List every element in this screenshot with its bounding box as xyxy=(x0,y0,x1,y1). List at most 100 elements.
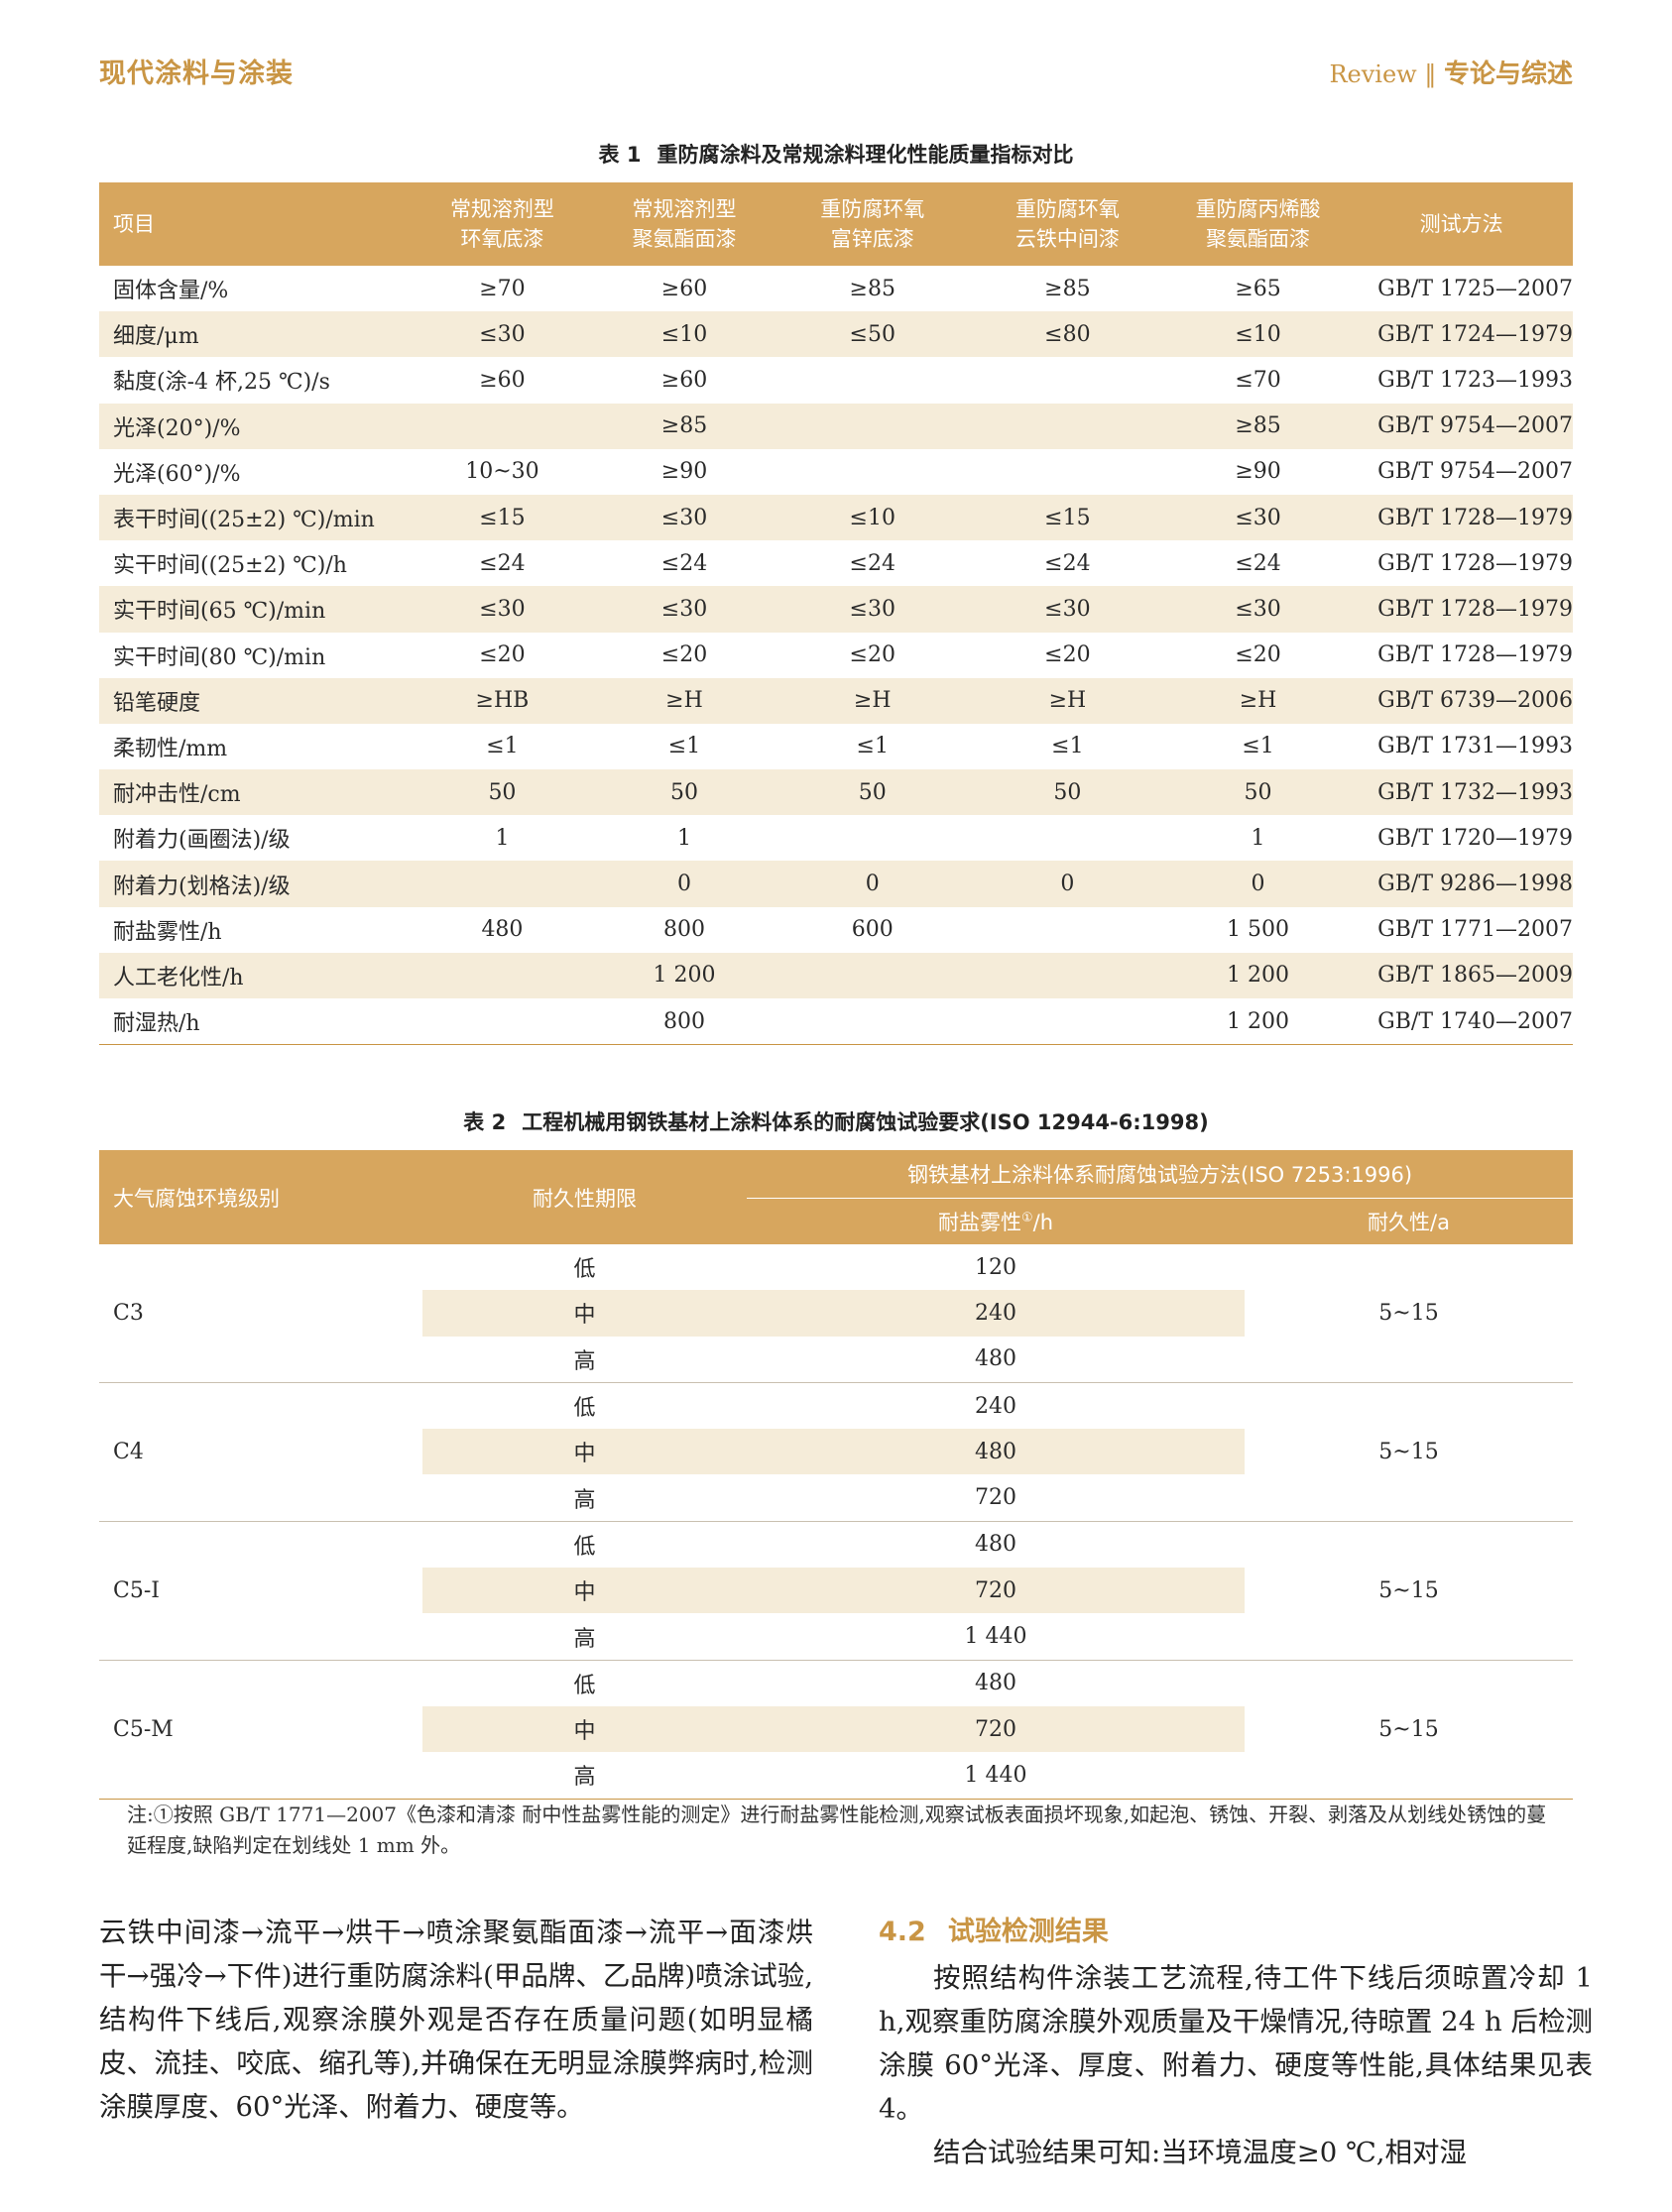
table-cell: ≥65 xyxy=(1235,276,1281,301)
table-cell xyxy=(412,952,593,998)
table-row: 铅笔硬度 ≥HB ≥H ≥H ≥H ≥H GB/T 6739—2006 xyxy=(99,677,1573,724)
table-row: 附着力(画圈法)/级 1 1 1 GB/T 1720—1979 xyxy=(99,815,1573,861)
table-cell: 柔韧性/mm xyxy=(113,736,228,761)
table-cell: ≤20 xyxy=(479,642,526,668)
table-cell: GB/T 1728—1979 xyxy=(1377,642,1573,668)
table-cell xyxy=(969,357,1166,403)
table-cell: GB/T 1728—1979 xyxy=(1377,550,1573,576)
table-cell: 1 xyxy=(495,825,510,851)
table1-caption: 表 1 重防腐涂料及常规涂料理化性能质量指标对比 xyxy=(99,139,1573,169)
table-cell: GB/T 1771—2007 xyxy=(1377,917,1573,943)
table-cell xyxy=(969,815,1166,861)
table2-header-env: 大气腐蚀环境级别 xyxy=(99,1150,422,1244)
grade-cell: C5-I xyxy=(99,1520,422,1661)
years-cell: 5~15 xyxy=(1245,1520,1573,1661)
table-cell: 50 xyxy=(968,769,1166,816)
table2-header-row: 大气腐蚀环境级别 耐久性期限 钢铁基材上涂料体系耐腐蚀试验方法(ISO 7253… xyxy=(99,1150,1573,1244)
table2-subheader-row: 耐盐雾性①/h 耐久性/a xyxy=(99,1198,1573,1244)
table-cell: 附着力(画圈法)/级 xyxy=(113,828,291,854)
table-cell: 800 xyxy=(662,917,705,943)
durability-cell: 高 xyxy=(573,1765,596,1791)
table-row: 黏度(涂-4 杯,25 ℃)/s ≥60 ≥60 ≤70 GB/T 1723—1993 xyxy=(99,357,1573,403)
table-row: 人工老化性/h 1 200 1 200 GB/T 1865—2009 xyxy=(99,952,1573,998)
table-row: 中 720 xyxy=(99,1705,1573,1753)
table1-header-cell: 常规溶剂型 环氧底漆 xyxy=(412,182,593,266)
table2-note: 注:①按照 GB/T 1771—2007《色漆和清漆 耐中性盐雾性能的测定》进行… xyxy=(127,1803,1547,1857)
table-cell: ≤80 xyxy=(968,311,1166,358)
table-cell: 1 200 xyxy=(592,952,776,998)
durability-cell: 低 xyxy=(422,1381,747,1430)
table-cell: GB/T 1731—1993 xyxy=(1377,734,1573,759)
table-cell: ≥60 xyxy=(660,276,708,301)
years-cell: 5~15 xyxy=(1378,1300,1439,1326)
table-row: 高 720 xyxy=(99,1474,1573,1521)
table-cell: 固体含量/% xyxy=(113,279,229,304)
table-cell xyxy=(968,403,1166,449)
table-row: 高 480 xyxy=(99,1337,1573,1383)
table-cell: ≥85 xyxy=(849,276,896,301)
table-cell: 0 xyxy=(1165,861,1351,907)
table-cell: ≤30 xyxy=(1165,494,1351,541)
table2-header-durability: 耐久性期限 xyxy=(422,1150,747,1244)
body-left-column: 云铁中间漆→流平→烘干→喷涂聚氨酯面漆→流平→面漆烘干→强冷→下件)进行重防腐涂… xyxy=(99,1911,813,2129)
table-cell: ≥H xyxy=(776,677,969,724)
table-row: 中 720 xyxy=(99,1568,1573,1614)
durability-cell: 中 xyxy=(422,1290,747,1337)
table-cell: ≤10 xyxy=(1165,311,1351,358)
table-cell xyxy=(776,357,969,403)
table-row: 光泽(20°)/% ≥85 ≥85 GB/T 9754—2007 xyxy=(99,403,1573,449)
table-cell xyxy=(776,815,969,861)
table-row: 附着力(划格法)/级 0 0 0 0 GB/T 9286—1998 xyxy=(99,861,1573,907)
table-cell: ≤15 xyxy=(412,494,593,541)
section-heading: 4.2 试验检测结果 xyxy=(879,1911,1593,1954)
table-cell: ≤24 xyxy=(660,550,708,576)
table1-caption-number: 表 1 xyxy=(598,143,642,167)
table-row: 高 1 440 xyxy=(99,1752,1573,1799)
durability-cell: 低 xyxy=(573,1257,596,1283)
body-right-column: 4.2 试验检测结果 按照结构件涂装工艺流程,待工件下线后须晾置冷却 1 h,观察… xyxy=(879,1911,1593,2174)
years-cell: 5~15 xyxy=(1245,1381,1573,1522)
table-cell: ≤30 xyxy=(776,586,969,633)
table-cell: ≥70 xyxy=(479,276,526,301)
table-cell: 耐湿热/h xyxy=(113,1011,200,1037)
table1-header-cell: 重防腐环氧 云铁中间漆 xyxy=(968,182,1166,266)
salt-spray-cell: 120 xyxy=(975,1254,1016,1280)
table-cell: GB/T 1724—1979 xyxy=(1350,311,1573,358)
table-cell: 耐冲击性/cm xyxy=(99,769,413,816)
table-cell: ≤30 xyxy=(592,494,776,541)
table-cell: ≥60 xyxy=(660,367,708,393)
salt-spray-cell: 720 xyxy=(747,1705,1245,1753)
table-cell: 50 xyxy=(776,769,969,816)
body-paragraph: 云铁中间漆→流平→烘干→喷涂聚氨酯面漆→流平→面漆烘干→强冷→下件)进行重防腐涂… xyxy=(99,1917,813,2123)
table-cell: 附着力(划格法)/级 xyxy=(99,861,413,907)
table1: 项目 常规溶剂型 环氧底漆 常规溶剂型 聚氨酯面漆 重防腐环氧 富锌底漆 重防腐环氧云… xyxy=(99,182,1573,1046)
table2-header-years: 耐久性/a xyxy=(1245,1198,1573,1244)
table-row: C4 低 240 5~15 xyxy=(99,1381,1573,1522)
table-cell: ≤15 xyxy=(968,494,1166,541)
table-cell: GB/T 1728—1979 xyxy=(1350,494,1573,541)
table-row: 固体含量/% ≥70 ≥60 ≥85 ≥85 ≥65 GB/T 1725—2007 xyxy=(99,266,1573,311)
table1-header-cell: 常规溶剂型 聚氨酯面漆 xyxy=(592,182,776,266)
table2-caption-text: 工程机械用钢铁基材上涂料体系的耐腐蚀试验要求(ISO 12944-6:1998) xyxy=(522,1110,1209,1134)
salt-spray-cell: 480 xyxy=(747,1659,1245,1706)
table-cell: 0 xyxy=(968,861,1166,907)
table-cell: GB/T 1740—2007 xyxy=(1377,1008,1573,1034)
durability-cell: 低 xyxy=(422,1520,747,1569)
section-number: 4.2 xyxy=(879,1917,926,1947)
table-cell: ≥H xyxy=(592,677,776,724)
table-cell: GB/T 1732—1993 xyxy=(1350,769,1573,816)
table-row: 细度/μm ≤30 ≤10 ≤50 ≤80 ≤10 GB/T 1724—1979 xyxy=(99,311,1573,358)
table-cell: ≥85 xyxy=(592,403,776,449)
table-cell: ≤1 xyxy=(1051,734,1084,759)
table-cell: ≥90 xyxy=(1235,459,1281,485)
salt-spray-cell: 1 440 xyxy=(964,1762,1027,1788)
table1-header-row: 项目 常规溶剂型 环氧底漆 常规溶剂型 聚氨酯面漆 重防腐环氧 富锌底漆 重防腐环氧云… xyxy=(99,182,1573,266)
table1-header-cell: 重防腐环氧 富锌底漆 xyxy=(776,182,969,266)
table-cell: 600 xyxy=(851,917,894,943)
body-paragraph: 按照结构件涂装工艺流程,待工件下线后须晾置冷却 1 h,观察重防腐涂膜外观质量及… xyxy=(879,1962,1593,2125)
table-cell: 黏度(涂-4 杯,25 ℃)/s xyxy=(113,370,330,396)
table-cell: GB/T 6739—2006 xyxy=(1350,677,1573,724)
years-cell: 5~15 xyxy=(1245,1659,1573,1800)
section-label: 专论与综述 xyxy=(1443,59,1573,89)
table-cell xyxy=(776,403,969,449)
